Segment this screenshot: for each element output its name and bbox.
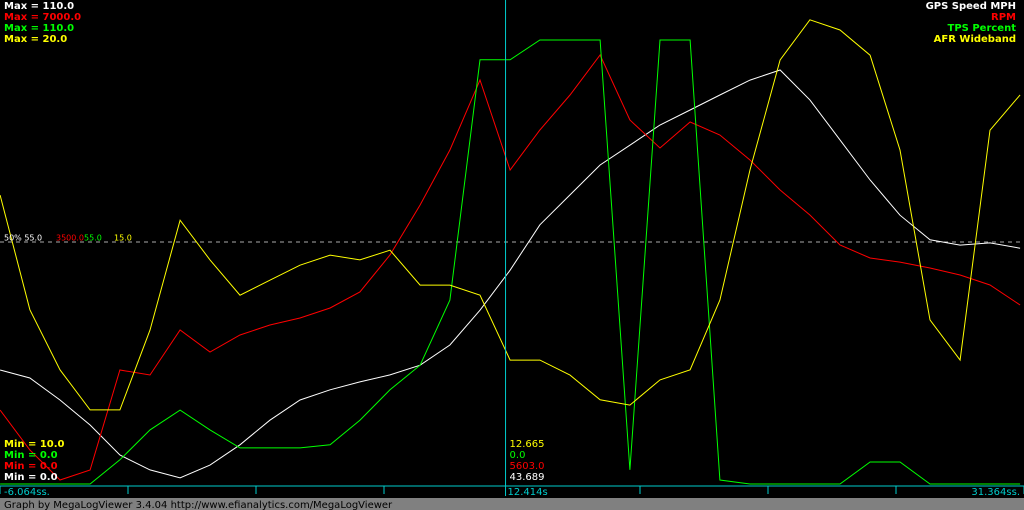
max-label: Max = 7000.0 [4, 12, 81, 23]
cursor-value: 43.689 [510, 472, 545, 483]
min-label: Min = 0.0 [4, 450, 58, 461]
series-line [0, 54, 1021, 481]
legend-entry: AFR Wideband [934, 34, 1016, 45]
cursor-time: 12.414s [508, 487, 548, 498]
mid-label: 15.0 [114, 234, 132, 243]
series-line [0, 19, 1021, 411]
mid-label: 55.0 [84, 234, 102, 243]
max-label: Max = 110.0 [4, 1, 74, 12]
axis-ticks [127, 486, 897, 494]
cursor-value: 12.665 [510, 439, 545, 450]
mid-label: 50% 55.0 [4, 234, 42, 243]
mid-label: 3500.0 [56, 234, 84, 243]
min-label: Min = 0.0 [4, 461, 58, 472]
footer-bar [0, 498, 1024, 510]
max-label: Max = 20.0 [4, 34, 67, 45]
cursor-value: 5603.0 [510, 461, 545, 472]
footer: Graph by MegaLogViewer 3.4.04 http://www… [4, 500, 393, 510]
legend-entry: GPS Speed MPH [926, 1, 1016, 12]
x-tick-label: 31.364ss. [971, 487, 1020, 498]
series-line [0, 39, 1021, 485]
x-tick-label: -6.064ss. [4, 487, 50, 498]
series-line [0, 69, 1021, 479]
max-label: Max = 110.0 [4, 23, 74, 34]
legend-entry: TPS Percent [948, 23, 1017, 34]
min-label: Min = 0.0 [4, 472, 58, 483]
legend-entry: RPM [991, 12, 1016, 23]
cursor-value: 0.0 [510, 450, 526, 461]
min-label: Min = 10.0 [4, 439, 65, 450]
